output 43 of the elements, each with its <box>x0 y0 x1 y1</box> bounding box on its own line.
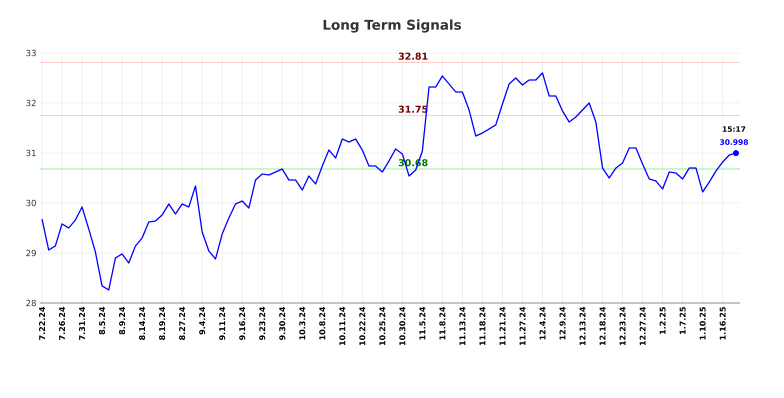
x-tick-label: 10.3.24 <box>299 306 306 340</box>
x-tick-label: 8.19.24 <box>159 306 166 340</box>
y-tick-label: 30 <box>26 200 36 206</box>
x-tick-label: 8.14.24 <box>139 306 146 340</box>
x-tick-label: 10.25.24 <box>379 306 386 346</box>
x-tick-label: 11.21.24 <box>499 306 506 346</box>
x-tick-label: 9.30.24 <box>279 306 286 340</box>
x-tick-label: 11.27.24 <box>519 306 526 346</box>
x-tick-label: 10.11.24 <box>339 306 346 346</box>
x-tick-label: 10.8.24 <box>319 306 326 340</box>
x-tick-label: 12.13.24 <box>579 306 586 346</box>
x-tick-label: 1.10.25 <box>700 307 706 340</box>
x-tick-label: 11.13.24 <box>459 306 466 346</box>
x-tick-label: 12.4.24 <box>540 306 546 340</box>
x-tick-label: 12.18.24 <box>600 306 606 346</box>
x-tick-label: 12.23.24 <box>620 306 626 346</box>
x-tick-label: 7.22.24 <box>39 306 45 340</box>
x-tick-label: 7.26.24 <box>59 306 66 340</box>
x-tick-label: 9.16.24 <box>239 306 246 340</box>
x-tick-label: 9.11.24 <box>219 306 226 340</box>
x-tick-label: 12.27.24 <box>640 306 646 346</box>
x-tick-label: 8.9.24 <box>119 306 126 334</box>
chart-title: Long Term Signals <box>324 19 461 33</box>
y-tick-label: 31 <box>26 150 36 156</box>
x-tick-label: 11.8.24 <box>439 306 446 340</box>
x-tick-label: 9.4.24 <box>199 306 206 334</box>
x-tick-label: 7.31.24 <box>79 306 86 340</box>
x-tick-label: 12.9.24 <box>559 306 566 340</box>
y-tick-label: 28 <box>26 300 36 306</box>
x-tick-label: 1.16.25 <box>720 307 726 340</box>
x-tick-label: 11.5.24 <box>419 306 426 340</box>
x-tick-label: 10.22.24 <box>359 306 366 346</box>
x-tick-label: 10.30.24 <box>399 306 406 346</box>
y-tick-label: 33 <box>26 50 36 56</box>
x-tick-label: 1.2.25 <box>660 307 666 334</box>
ref-line-label: 32.81 <box>398 52 428 60</box>
y-tick-label: 32 <box>26 100 36 106</box>
x-tick-label: 9.23.24 <box>259 306 266 340</box>
x-tick-label: 8.5.24 <box>99 306 106 334</box>
x-tick-label: 8.27.24 <box>179 306 186 340</box>
x-tick-label: 1.7.25 <box>680 307 686 334</box>
y-tick-label: 29 <box>26 250 36 256</box>
x-tick-label: 11.18.24 <box>479 306 486 346</box>
